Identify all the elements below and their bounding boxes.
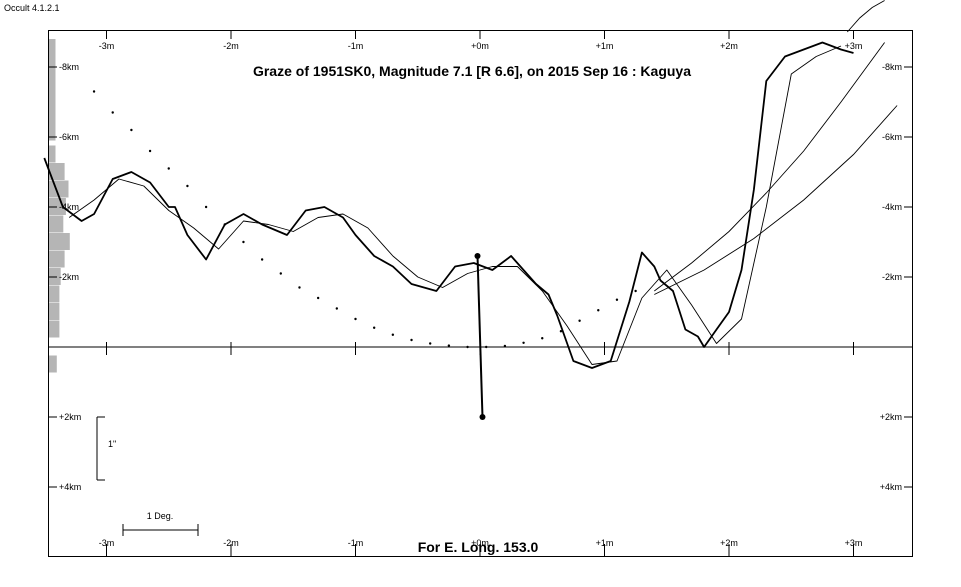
y-tick-label-left: -2km xyxy=(59,272,79,282)
limb-dot xyxy=(485,345,488,349)
limb-dot xyxy=(615,298,619,301)
app-version-label: Occult 4.1.2.1 xyxy=(4,3,60,13)
limb-dot xyxy=(242,240,245,244)
y-tick-label-right: +4km xyxy=(880,482,902,492)
limb-dot xyxy=(466,345,469,349)
x-tick-label-bottom: +0m xyxy=(471,538,489,548)
histogram-bar xyxy=(49,250,65,268)
limb-dot xyxy=(429,342,432,345)
limb-dot xyxy=(298,286,301,289)
chart-title: Graze of 1951SK0, Magnitude 7.1 [R 6.6],… xyxy=(253,63,691,79)
smoothed-profile-series xyxy=(68,45,842,365)
x-tick-label-bottom: +1m xyxy=(596,538,614,548)
chart-footer: For E. Long. 153.0 xyxy=(418,539,539,555)
y-tick-label-left: -8km xyxy=(59,62,79,72)
limb-dot xyxy=(634,289,637,293)
limb-dot xyxy=(354,317,357,321)
limb-dot xyxy=(541,337,544,340)
degree-scale-bar: 1 Deg. xyxy=(122,511,199,536)
limb-dot xyxy=(597,309,600,312)
limb-dot xyxy=(335,307,339,310)
limb-dot xyxy=(372,326,376,329)
histogram-bar xyxy=(49,355,57,373)
y-tick-label-right: -4km xyxy=(882,202,902,212)
x-tick-label-bottom: +3m xyxy=(845,538,863,548)
x-tick-label-top: +0m xyxy=(471,41,489,51)
limb-dot xyxy=(130,128,133,132)
limb-profile-series xyxy=(43,41,854,369)
histogram-strip xyxy=(49,39,56,141)
histogram-bar xyxy=(49,233,70,250)
limit-arc xyxy=(654,105,898,295)
limb-dot xyxy=(260,258,264,261)
observation-point-lower xyxy=(479,414,486,420)
arcsec-scale-label: 1" xyxy=(108,439,116,449)
histogram-bar xyxy=(49,215,64,233)
plot-frame xyxy=(48,30,913,557)
x-tick-label-bottom: -2m xyxy=(223,538,239,548)
limb-dot xyxy=(559,330,563,333)
corner-arc xyxy=(846,0,885,33)
observation-point-upper xyxy=(474,253,481,259)
histogram-bar xyxy=(49,303,60,320)
y-tick-label-right: -2km xyxy=(882,272,902,282)
x-tick-label-top: -1m xyxy=(348,41,364,51)
limb-dot xyxy=(410,338,413,342)
x-tick-label-bottom: -1m xyxy=(348,538,364,548)
limb-dot xyxy=(204,205,208,209)
limb-dot xyxy=(391,333,395,336)
limb-dot xyxy=(522,341,525,344)
limb-dot xyxy=(279,272,282,275)
histogram-bar xyxy=(49,145,56,163)
limb-dot xyxy=(92,90,96,93)
y-tick-label-right: +2km xyxy=(880,412,902,422)
x-tick-label-bottom: -3m xyxy=(99,538,115,548)
limb-dot xyxy=(447,344,451,347)
limb-dot xyxy=(316,296,320,300)
x-tick-label-top: +1m xyxy=(596,41,614,51)
y-tick-label-left: -4km xyxy=(59,202,79,212)
x-tick-label-top: -2m xyxy=(223,41,239,51)
degree-scale-label: 1 Deg. xyxy=(147,511,174,521)
limb-dot xyxy=(186,184,189,188)
y-tick-label-left: -6km xyxy=(59,132,79,142)
limb-dot xyxy=(503,344,507,348)
x-tick-label-bottom: +2m xyxy=(720,538,738,548)
y-tick-label-right: -8km xyxy=(882,62,902,72)
x-tick-label-top: -3m xyxy=(99,41,115,51)
y-tick-label-left: +2km xyxy=(59,412,81,422)
limb-dot xyxy=(148,149,152,153)
limb-dot xyxy=(167,167,170,170)
y-tick-label-left: +4km xyxy=(59,482,81,492)
y-tick-label-right: -6km xyxy=(882,132,902,142)
x-tick-label-top: +3m xyxy=(845,41,863,51)
histogram-bar xyxy=(49,163,65,180)
limit-arc xyxy=(654,42,885,292)
histogram-bar xyxy=(49,320,60,338)
arcsec-scale-bar: 1" xyxy=(96,416,116,481)
limb-dot xyxy=(111,111,114,114)
histogram-bar xyxy=(49,285,60,303)
limb-dot xyxy=(578,319,581,322)
x-tick-label-top: +2m xyxy=(720,41,738,51)
observation-line xyxy=(476,255,484,418)
